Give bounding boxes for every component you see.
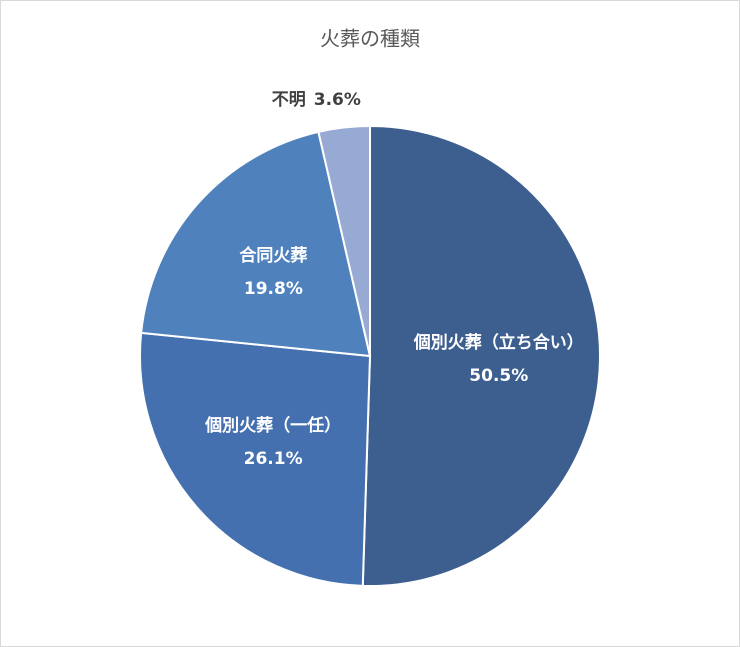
chart-title: 火葬の種類	[320, 27, 420, 51]
value-label: 26.1%	[244, 449, 303, 469]
category-label: 不明	[272, 90, 306, 110]
data-label: 不明 3.6%	[272, 90, 361, 110]
value-label: 3.6%	[314, 90, 361, 110]
category-label: 合同火葬	[239, 245, 307, 266]
pie-slice	[139, 331, 372, 587]
category-label: 個別火葬（一任）	[204, 415, 341, 436]
category-label: 個別火葬（立ち合い）	[413, 332, 584, 353]
pie-slice	[140, 130, 372, 358]
value-label: 50.5%	[469, 366, 528, 386]
pie-slice	[317, 124, 371, 357]
value-label: 19.8%	[244, 279, 303, 299]
pie-slice	[361, 124, 601, 587]
